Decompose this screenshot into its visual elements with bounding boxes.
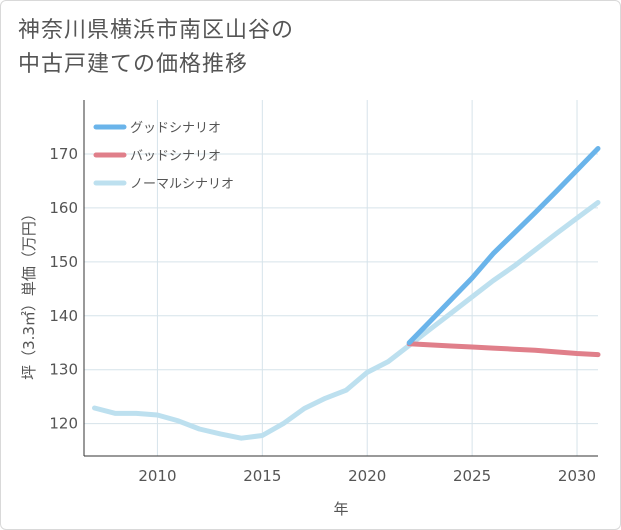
- chart-title-line1: 神奈川県横浜市南区山谷の: [18, 18, 295, 43]
- y-tick-label: 170: [49, 145, 78, 163]
- y-tick-label: 150: [49, 253, 78, 271]
- legend-label-bad: バッドシナリオ: [130, 149, 221, 164]
- series-lines: [92, 146, 601, 441]
- axes: [83, 100, 598, 457]
- series-line-normal: [92, 200, 601, 441]
- chart-title-line2: 中古戸建ての価格推移: [18, 52, 249, 77]
- legend-label-normal: ノーマルシナリオ: [130, 177, 234, 192]
- y-axis-label: 坪（3.3㎡）単価（万円）: [20, 206, 38, 380]
- x-axis-label: 年: [333, 500, 348, 518]
- x-tick-label: 2015: [243, 467, 281, 485]
- legend-label-good: グッドシナリオ: [130, 121, 221, 136]
- x-tick-label: 2010: [138, 467, 176, 485]
- y-tick-label: 130: [49, 361, 78, 379]
- x-tick-label: 2030: [558, 467, 596, 485]
- x-tick-label: 2020: [348, 467, 386, 485]
- chart-title: 神奈川県横浜市南区山谷の 中古戸建ての価格推移: [18, 14, 294, 82]
- y-tick-label: 120: [49, 415, 78, 433]
- y-tick-label: 140: [49, 307, 78, 325]
- y-tick-label: 160: [49, 199, 78, 217]
- tick-labels: 2010 2015 2020 2025 2030 120 130 140 150 160 170: [49, 145, 596, 485]
- series-line-good: [406, 146, 601, 346]
- series-line-bad: [406, 341, 601, 358]
- x-tick-label: 2025: [453, 467, 491, 485]
